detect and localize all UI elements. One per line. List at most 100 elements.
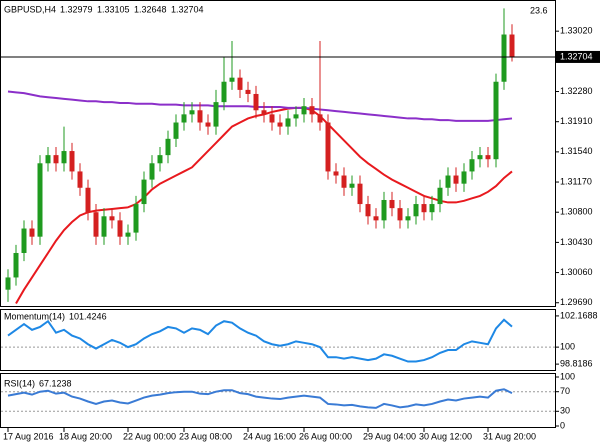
candle-body [61,151,67,164]
candle-body [13,252,19,278]
indicator-title: Momentum(14) [4,311,65,321]
y-tick-label: 100 [560,371,575,381]
x-tick-label: 26 Aug 00:00 [299,431,352,441]
candle-body [397,208,403,221]
candle-body [293,114,299,119]
candle-body [29,228,35,237]
candle-body [101,216,107,237]
candle-body [405,216,411,221]
x-tick-label: 17 Aug 2016 [3,431,54,441]
candle-body [213,102,219,127]
indicator-title: RSI(14) [4,378,35,388]
ohlc-value: 1.32979 [60,4,93,14]
candle-body [341,175,347,188]
y-tick-label: 1.32280 [560,86,593,96]
candle-body [277,122,283,127]
candle-body [197,110,203,123]
main-panel [0,0,556,307]
candle-body [261,110,267,115]
candle-body [325,122,331,172]
candle-body [357,183,363,205]
candle-body [461,171,467,184]
candle-body [309,106,315,115]
candle-body [109,216,115,221]
x-tick-label: 31 Aug 20:00 [483,431,536,441]
candle-body [69,151,75,172]
candle-body [365,204,371,217]
candle-body [237,77,243,90]
candle-body [165,138,171,156]
ohlc-value: 1.33105 [97,4,130,14]
candle-body [85,187,91,213]
candle-body [37,163,43,237]
y-tick-label: 1.31540 [560,146,593,156]
x-tick-label: 22 Aug 00:00 [123,431,176,441]
y-tick-label: 1.33020 [560,26,593,36]
chart-title: GBPUSD,H4 [4,4,56,14]
y-tick-label: 1.30800 [560,207,593,217]
candle-body [21,228,27,253]
candle-body [429,204,435,213]
candle-body [389,199,395,209]
indicator-line [7,388,513,409]
candle-body [421,204,427,213]
candle-body [333,171,339,176]
candle-body [413,204,419,217]
candle-body [189,110,195,115]
candle-body [221,81,227,103]
candle-body [125,232,131,237]
candle-body [5,277,11,290]
x-tick-label: 18 Aug 20:00 [59,431,112,441]
y-tick-label: 30 [560,406,570,416]
candle-body [493,81,499,160]
candle-body [205,122,211,127]
candle-body [133,204,139,233]
y-tick-label: 70 [560,386,570,396]
y-tick-label: 1.31170 [560,176,592,186]
y-tick-label: 98.8186 [560,358,593,368]
x-tick-label: 30 Aug 12:00 [419,431,472,441]
candle-body [301,106,307,115]
candle-body [173,122,179,139]
candle-body [53,155,59,164]
candle-body [373,216,379,221]
y-tick-label: 100 [560,341,575,351]
rsi-panel [0,373,556,428]
x-tick-label: 23 Aug 08:00 [179,431,232,441]
y-tick-label: 1.29690 [560,297,593,307]
candle-body [285,118,291,127]
current-price-box [556,50,600,63]
candle-body [437,187,443,205]
ohlc-value: 1.32648 [134,4,167,14]
y-tick-label: 1.30430 [560,237,593,247]
indicator-line [7,318,513,363]
ohlc-value: 1.32704 [171,4,204,14]
x-tick-label: 24 Aug 16:00 [243,431,296,441]
indicator-value: 67.1238 [39,378,72,388]
y-tick-label: 1.30060 [560,267,593,277]
indicator-value: 101.4246 [69,311,107,321]
candle-body [117,220,123,237]
candle-body [477,155,483,160]
candle-body [317,114,323,123]
y-tick-label: 102.1688 [560,310,598,320]
annotation: 23.6 [530,5,548,15]
candle-body [181,114,187,123]
candle-body [229,77,235,82]
candle-body [381,199,387,221]
candle-body [157,155,163,164]
candle-body [141,179,147,205]
momentum-panel [0,309,556,371]
current-price-label: 1.32704 [560,51,593,61]
candle-body [485,155,491,160]
candle-body [469,159,475,172]
candle-body [269,114,275,123]
candle-body [501,34,507,82]
candle-body [149,163,155,180]
candle-body [253,93,259,111]
y-tick-label: 1.31910 [560,116,593,126]
candle-body [445,175,451,188]
candle-body [509,34,515,57]
candle-body [77,171,83,188]
